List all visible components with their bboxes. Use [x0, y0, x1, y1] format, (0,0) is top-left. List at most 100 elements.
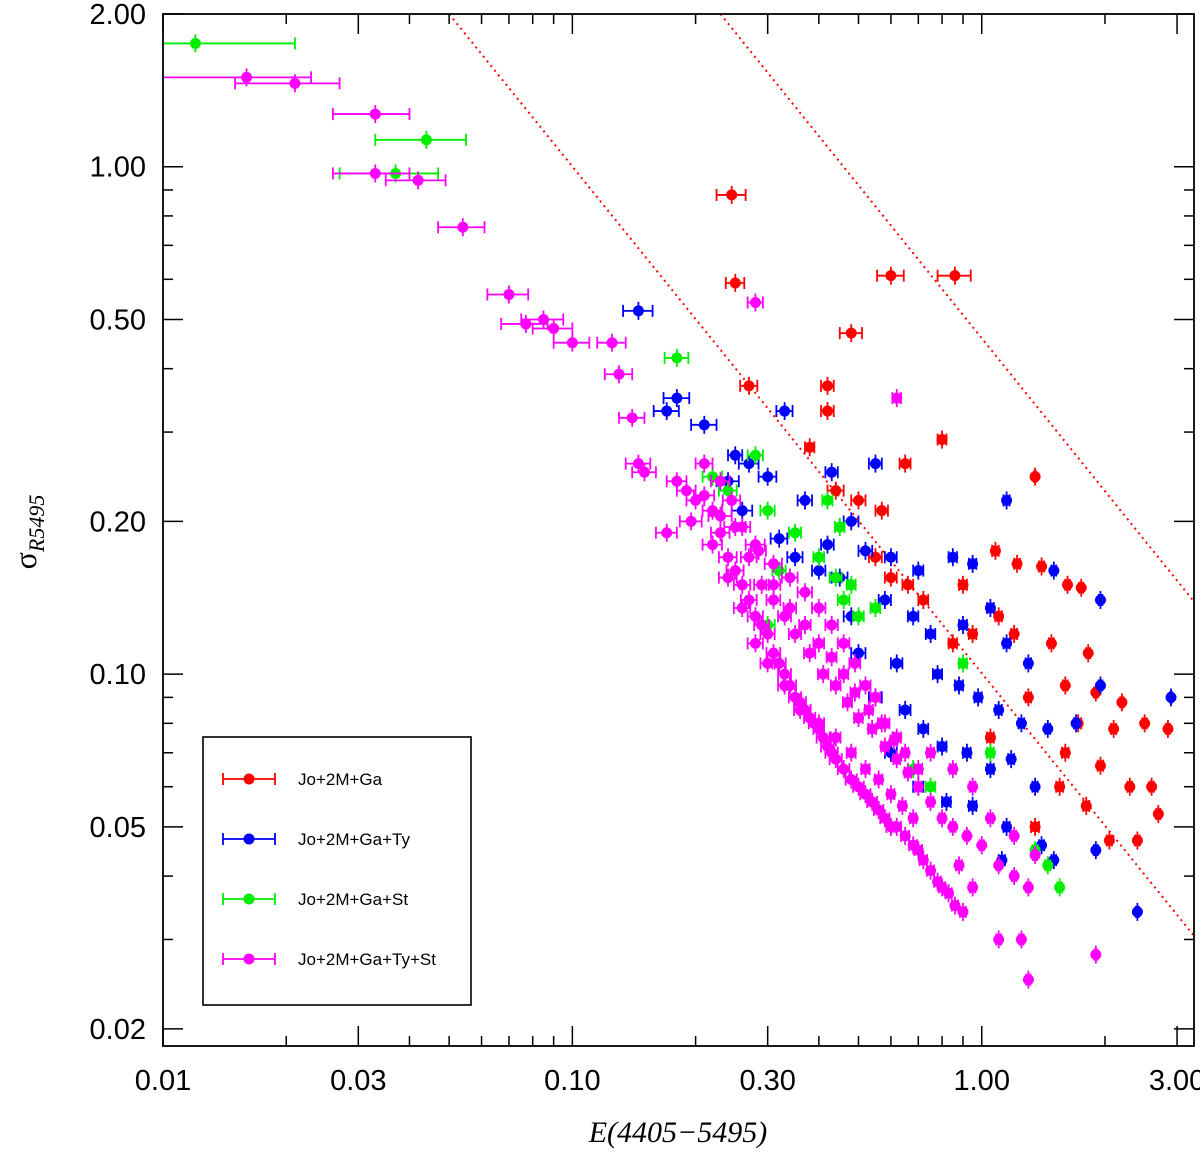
- data-point: [768, 647, 780, 659]
- data-point: [537, 313, 549, 325]
- data-point: [967, 781, 979, 793]
- legend-label: Jo+2M+Ga+St: [298, 890, 408, 909]
- data-point: [957, 657, 969, 669]
- data-point: [743, 594, 755, 606]
- reference-line: [448, 14, 1194, 937]
- data-point: [1015, 717, 1027, 729]
- data-point: [1082, 647, 1094, 659]
- data-point: [457, 221, 469, 233]
- data-point: [949, 270, 961, 282]
- data-point: [799, 494, 811, 506]
- reference-lines: [448, 14, 1194, 937]
- data-point: [698, 458, 710, 470]
- data-point: [902, 767, 914, 779]
- y-tick-label: 2.00: [90, 0, 146, 31]
- svg-text:σR5495: σR5495: [7, 495, 49, 570]
- data-point: [762, 471, 774, 483]
- data-point: [189, 37, 201, 49]
- data-point: [813, 717, 825, 729]
- data-point: [1094, 594, 1106, 606]
- series-Jo+2M+Ga+Ty: [622, 301, 1177, 921]
- data-point: [1094, 760, 1106, 772]
- data-point: [917, 723, 929, 735]
- data-point: [885, 551, 897, 563]
- data-point: [891, 657, 903, 669]
- data-point: [779, 405, 791, 417]
- data-point: [714, 527, 726, 539]
- data-point: [907, 610, 919, 622]
- data-point: [1070, 717, 1082, 729]
- x-tick-label: 1.00: [954, 1065, 1010, 1097]
- data-point: [743, 458, 755, 470]
- data-point: [762, 628, 774, 640]
- data-point: [888, 735, 900, 747]
- data-point: [566, 337, 578, 349]
- data-point: [873, 804, 885, 816]
- data-point: [1001, 637, 1013, 649]
- data-point: [1008, 628, 1020, 640]
- data-point: [940, 796, 952, 808]
- data-point: [632, 305, 644, 317]
- data-point: [685, 515, 697, 527]
- data-point: [1022, 974, 1034, 986]
- data-point: [690, 494, 702, 506]
- data-point: [369, 108, 381, 120]
- data-point: [503, 289, 515, 301]
- data-point: [830, 753, 842, 765]
- data-point: [768, 558, 780, 570]
- y-tick-label: 0.20: [90, 506, 146, 538]
- data-point: [967, 881, 979, 893]
- data-point: [698, 419, 710, 431]
- data-point: [853, 712, 865, 724]
- data-point: [947, 637, 959, 649]
- data-point: [661, 405, 673, 417]
- data-point: [925, 747, 937, 759]
- data-point: [729, 277, 741, 289]
- data-point: [1165, 691, 1177, 703]
- legend-label: Jo+2M+Ga: [298, 770, 383, 789]
- data-point: [1015, 933, 1027, 945]
- data-point: [743, 380, 755, 392]
- data-point: [984, 763, 996, 775]
- data-point: [736, 521, 748, 533]
- data-point: [899, 747, 911, 759]
- data-point: [936, 434, 948, 446]
- data-point: [1022, 657, 1034, 669]
- x-tick-label: 0.01: [135, 1065, 191, 1097]
- data-point: [1036, 560, 1048, 572]
- data-point: [896, 800, 908, 812]
- data-point: [859, 545, 871, 557]
- data-point: [1131, 906, 1143, 918]
- data-point: [1029, 781, 1041, 793]
- data-point: [876, 717, 888, 729]
- data-point: [773, 657, 785, 669]
- data-point: [1059, 747, 1071, 759]
- data-point: [784, 602, 796, 614]
- data-point: [853, 610, 865, 622]
- data-point: [869, 691, 881, 703]
- data-point: [953, 679, 965, 691]
- data-point: [912, 781, 924, 793]
- data-point: [671, 392, 683, 404]
- data-point: [845, 747, 857, 759]
- data-point: [953, 859, 965, 871]
- data-point: [869, 458, 881, 470]
- data-point: [1005, 753, 1017, 765]
- data-point: [680, 485, 692, 497]
- data-point: [834, 521, 846, 533]
- data-point: [714, 510, 726, 522]
- y-tick-label: 1.00: [90, 152, 146, 184]
- data-point: [976, 839, 988, 851]
- data-point: [1029, 821, 1041, 833]
- data-point: [989, 545, 1001, 557]
- data-point: [993, 933, 1005, 945]
- data-point: [722, 551, 734, 563]
- data-point: [838, 763, 850, 775]
- data-point: [1008, 870, 1020, 882]
- data-point: [984, 747, 996, 759]
- data-point: [961, 747, 973, 759]
- data-point: [947, 821, 959, 833]
- legend-marker: [243, 953, 255, 965]
- tick-labels: 0.01 0.03 0.10 0.30 1.00 3.00 0.02 0.05 0.10 0.20…: [90, 0, 1200, 1097]
- data-point: [932, 668, 944, 680]
